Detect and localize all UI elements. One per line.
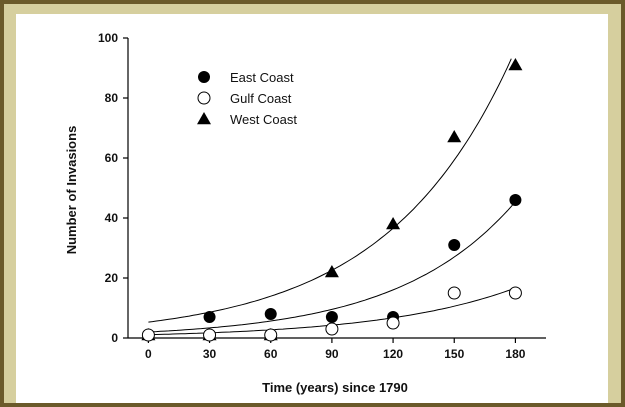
x-tick-label: 60 [264,347,278,361]
data-point-east-coast [509,194,521,206]
x-tick-label: 90 [325,347,339,361]
legend-label-west-coast: West Coast [230,112,297,127]
x-axis-title: Time (years) since 1790 [262,380,408,395]
data-point-gulf-coast [448,287,460,299]
x-tick-label: 180 [505,347,525,361]
data-point-gulf-coast [387,317,399,329]
x-tick-label: 0 [145,347,152,361]
chart-panel: 0 20 40 60 80 100 0 30 60 90 120 150 180 East Coast G… [16,14,608,403]
data-point-gulf-coast [204,329,216,341]
legend-marker-west-coast [197,112,211,124]
scatter-chart: 0 20 40 60 80 100 0 30 60 90 120 150 180 East Coast G… [16,14,608,403]
legend: East Coast Gulf Coast West Coast [197,70,297,127]
x-tick-label: 120 [383,347,403,361]
y-axis-title: Number of Invasions [64,126,79,255]
x-tick-label: 30 [203,347,217,361]
legend-label-gulf-coast: Gulf Coast [230,91,292,106]
y-tick-label: 100 [98,31,118,45]
y-tick-label: 20 [105,271,119,285]
outer-frame: 0 20 40 60 80 100 0 30 60 90 120 150 180 East Coast G… [4,4,621,403]
data-point-gulf-coast [326,323,338,335]
data-point-gulf-coast [509,287,521,299]
legend-label-east-coast: East Coast [230,70,294,85]
data-point-east-coast [204,311,216,323]
data-point-west-coast [386,217,400,229]
x-tick-label: 150 [444,347,464,361]
y-tick-label: 40 [105,211,119,225]
y-tick-label: 0 [111,331,118,345]
data-point-gulf-coast [142,329,154,341]
y-tick-label: 80 [105,91,119,105]
data-point-east-coast [448,239,460,251]
legend-marker-gulf-coast [198,92,210,104]
data-point-west-coast [325,265,339,277]
data-point-east-coast [265,308,277,320]
data-point-gulf-coast [265,329,277,341]
data-point-east-coast [326,311,338,323]
data-point-west-coast [447,130,461,142]
legend-marker-east-coast [198,71,210,83]
y-tick-label: 60 [105,151,119,165]
